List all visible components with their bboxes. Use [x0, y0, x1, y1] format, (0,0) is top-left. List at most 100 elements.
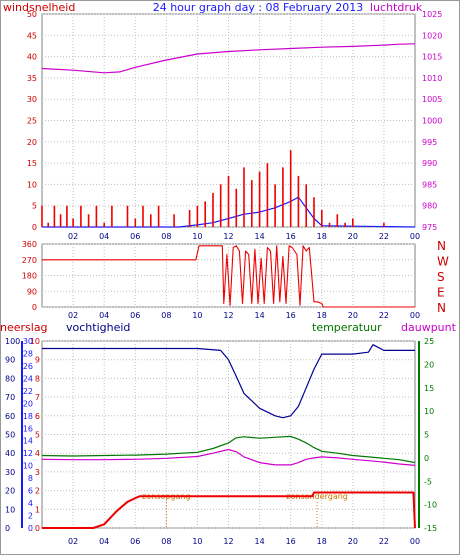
wind-speed-tick-label: 50: [27, 10, 37, 19]
temperature-tick-label: 2: [28, 512, 33, 521]
temperature-axis-label: temperatuur: [312, 321, 382, 334]
pressure-tick-label: 1015: [422, 53, 442, 62]
wind-direction-x-tick-label: 06: [130, 311, 140, 320]
humidity-temperature-x-tick-label: 08: [161, 537, 171, 546]
dewpoint-tick-label: 15: [424, 384, 434, 393]
wind-speed-tick-label: 5: [32, 202, 37, 211]
humidity-temperature-x-tick-label: 00: [410, 537, 420, 546]
wind-speed-tick-label: 40: [27, 53, 37, 62]
wind-pressure-x-tick-label: 06: [130, 232, 140, 241]
wind-speed-tick-label: 0: [32, 223, 37, 232]
humidity-tick-label: 40: [5, 449, 15, 458]
humidity-temperature-x-tick-label: 20: [348, 537, 358, 546]
wind-direction-x-tick-label: 10: [192, 311, 202, 320]
precipitation-tick-label: 8: [35, 374, 40, 383]
precipitation-tick-label: 6: [35, 412, 40, 421]
wind-pressure-x-tick-label: 14: [254, 232, 264, 241]
temperature-tick-label: 10: [23, 462, 33, 471]
wind-direction-x-tick-label: 18: [317, 311, 327, 320]
direction-tick-label: 0: [32, 303, 37, 312]
dewpoint-tick-label: 10: [424, 407, 434, 416]
wind-direction-x-tick-label: 22: [379, 311, 389, 320]
humidity-temperature-x-tick-label: 02: [68, 537, 78, 546]
temperature-tick-label: 26: [23, 362, 33, 371]
wind-pressure-x-tick-label: 08: [161, 232, 171, 241]
dewpoint-tick-label: -15: [424, 524, 437, 533]
wind-speed-axis-label: windsnelheid: [3, 1, 75, 14]
wind-pressure-x-tick-label: 10: [192, 232, 202, 241]
wind-direction-x-tick-label: 12: [223, 311, 233, 320]
wind-speed-tick-label: 45: [27, 31, 37, 40]
precipitation-tick-label: 5: [35, 431, 40, 440]
wind-direction-series: [42, 245, 415, 308]
chart-title: 24 hour graph day : 08 February 2013: [153, 1, 364, 14]
precipitation-tick-label: 0: [35, 524, 40, 533]
humidity-tick-label: 70: [5, 393, 15, 402]
compass-label: S: [437, 270, 445, 284]
temperature-tick-label: 16: [23, 424, 33, 433]
dewpoint-tick-label: -10: [424, 501, 437, 510]
pressure-tick-label: 975: [422, 223, 437, 232]
humidity-temperature-x-tick-label: 10: [192, 537, 202, 546]
pressure-tick-label: 1020: [422, 31, 442, 40]
wind-speed-tick-label: 10: [27, 180, 37, 189]
wind-direction-x-tick-label: 08: [161, 311, 171, 320]
temperature-tick-label: 18: [23, 412, 33, 421]
humidity-tick-label: 100: [5, 337, 20, 346]
pressure-tick-label: 1000: [422, 117, 442, 126]
compass-label: W: [437, 255, 449, 269]
wind-direction-x-tick-label: 02: [68, 311, 78, 320]
compass-label: E: [437, 286, 445, 300]
direction-tick-label: 180: [22, 272, 37, 281]
temperature-tick-label: 20: [23, 399, 33, 408]
humidity-temperature-x-tick-label: 12: [223, 537, 233, 546]
temperature-tick-label: 22: [23, 387, 33, 396]
humidity-tick-label: 10: [5, 505, 15, 514]
pressure-tick-label: 995: [422, 138, 437, 147]
wind-speed-tick-label: 30: [27, 95, 37, 104]
precipitation-series: [42, 491, 416, 529]
wind-speed-tick-label: 35: [27, 74, 37, 83]
temperature-tick-label: 14: [23, 437, 33, 446]
wind-pressure-x-tick-label: 00: [410, 232, 420, 241]
temperature-tick-label: 28: [23, 349, 33, 358]
temperature-tick-label: 24: [23, 374, 33, 383]
wind-speed-tick-label: 20: [27, 138, 37, 147]
sunset-label: zonsondergang: [286, 492, 348, 501]
humidity-temperature-x-tick-label: 06: [130, 537, 140, 546]
precipitation-tick-label: 1: [35, 505, 40, 514]
temperature-tick-label: 0: [28, 524, 33, 533]
pressure-tick-label: 1005: [422, 95, 442, 104]
humidity-series: [42, 344, 415, 419]
humidity-temperature-x-tick-label: 16: [286, 537, 296, 546]
humidity-tick-label: 90: [5, 356, 15, 365]
humidity-tick-label: 60: [5, 412, 15, 421]
humidity-tick-label: 20: [5, 487, 15, 496]
temperature-tick-label: 4: [28, 499, 33, 508]
pressure-tick-label: 990: [422, 159, 437, 168]
direction-tick-label: 90: [27, 287, 37, 296]
pressure-tick-label: 980: [422, 202, 437, 211]
wind-pressure-x-tick-label: 20: [348, 232, 358, 241]
dewpoint-series: [41, 448, 416, 466]
dewpoint-axis-label: dauwpunt: [401, 321, 457, 334]
compass-label: N: [437, 239, 446, 253]
temperature-tick-label: 8: [28, 474, 33, 483]
humidity-axis-label: vochtigheid: [66, 321, 130, 334]
humidity-temperature-panel: 0102030405060708090100012345678910024681…: [5, 337, 437, 546]
precipitation-tick-label: 4: [35, 449, 40, 458]
temperature-tick-label: 30: [23, 337, 33, 346]
humidity-temperature-x-tick-label: 14: [254, 537, 264, 546]
wind-direction-x-tick-label: 20: [348, 311, 358, 320]
compass-label: N: [437, 301, 446, 315]
direction-tick-label: 360: [22, 240, 37, 249]
wind-pressure-x-tick-label: 02: [68, 232, 78, 241]
wind-pressure-panel: 0510152025303540455097598098599099510001…: [27, 10, 443, 241]
precipitation-tick-label: 9: [35, 356, 40, 365]
wind-pressure-x-tick-label: 22: [379, 232, 389, 241]
wind-pressure-x-tick-label: 18: [317, 232, 327, 241]
wind-direction-x-tick-label: 14: [254, 311, 264, 320]
dewpoint-tick-label: 25: [424, 337, 434, 346]
